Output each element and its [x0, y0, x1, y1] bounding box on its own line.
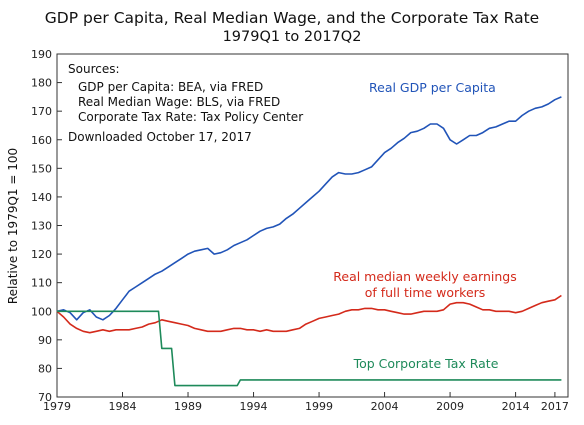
y-tick-label: 120 [31, 248, 52, 261]
wage-series-label-line2: of full time workers [365, 285, 486, 300]
x-tick-label: 1984 [109, 400, 137, 413]
gdp-per-capita-line [56, 96, 562, 321]
source-gdp: GDP per Capita: BEA, via FRED [78, 80, 263, 94]
y-axis-label: Relative to 1979Q1 = 100 [6, 148, 20, 304]
axes: 70 80 90 100 110 120 130 140 150 160 170 180 190 1979… [31, 48, 569, 413]
series-lines [56, 96, 562, 387]
y-tick-label: 100 [31, 305, 52, 318]
y-tick-label: 90 [38, 334, 52, 347]
y-tick-label: 110 [31, 277, 52, 290]
y-tick-label: 80 [38, 362, 52, 375]
source-wage: Real Median Wage: BLS, via FRED [78, 95, 280, 109]
x-tick-label: 2014 [502, 400, 530, 413]
wage-series-label-line1: Real median weekly earnings [333, 269, 516, 284]
download-date: Downloaded October 17, 2017 [68, 130, 252, 144]
x-tick-label: 1979 [43, 400, 71, 413]
x-tick-label: 1994 [240, 400, 268, 413]
y-tick-label: 180 [31, 77, 52, 90]
x-tick-label: 2017 [541, 400, 569, 413]
sources-heading: Sources: [68, 62, 120, 76]
chart-subtitle: 1979Q1 to 2017Q2 [222, 29, 362, 45]
gdp-series-label: Real GDP per Capita [369, 80, 496, 95]
source-tax: Corporate Tax Rate: Tax Policy Center [78, 110, 303, 124]
x-tick-label: 2004 [371, 400, 399, 413]
chart-title: GDP per Capita, Real Median Wage, and th… [44, 9, 540, 27]
y-tick-label: 140 [31, 191, 52, 204]
y-tick-label: 170 [31, 105, 52, 118]
y-tick-label: 130 [31, 220, 52, 233]
x-tick-label: 2009 [436, 400, 464, 413]
y-tick-label: 160 [31, 134, 52, 147]
x-tick-label: 1999 [305, 400, 333, 413]
x-tick-label: 1989 [174, 400, 202, 413]
tax-series-label: Top Corporate Tax Rate [353, 356, 499, 371]
y-tick-label: 150 [31, 162, 52, 175]
corporate-tax-line [57, 310, 562, 387]
y-tick-label: 190 [31, 48, 52, 61]
median-wage-line [56, 294, 562, 334]
y-tick-label: 70 [38, 391, 52, 404]
sources-block: Sources: GDP per Capita: BEA, via FRED R… [68, 62, 303, 144]
